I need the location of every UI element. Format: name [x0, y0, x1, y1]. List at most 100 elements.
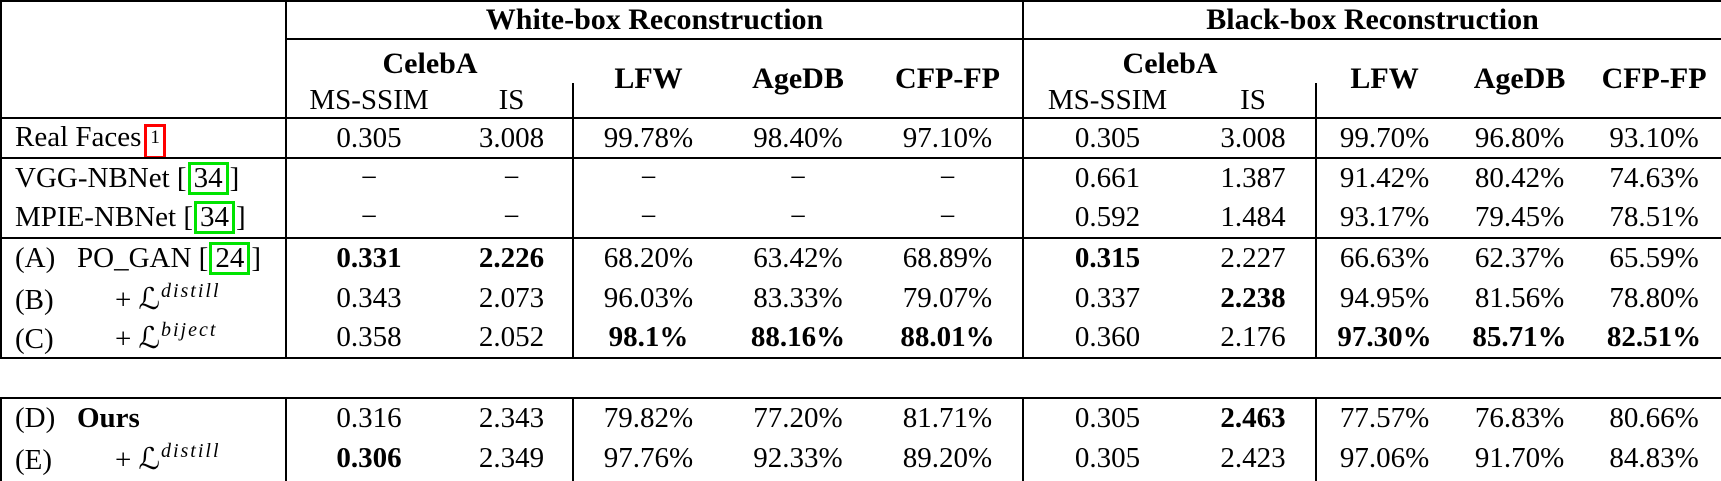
table-cell: 2.238 — [1191, 278, 1318, 318]
citation-link[interactable]: [24] — [199, 242, 261, 275]
col-header-cfp-fp-bb: CFP-FP — [1587, 39, 1721, 119]
table-cell: 0.306 — [336, 441, 402, 474]
citation-number: 34 — [187, 162, 229, 195]
table-cell: 1.484 — [1191, 198, 1318, 239]
row-label-text: Ours — [77, 402, 140, 434]
plus-operator: + — [115, 283, 132, 316]
plus-operator: + — [115, 443, 132, 476]
double-rule-gap — [1, 358, 1721, 398]
table-row-e-distill: (E) + ℒdistill 0.306 2.349 97.76% 92.33% 8… — [0, 438, 1721, 478]
section-header-white-box: White-box Reconstruction — [286, 0, 1025, 40]
table-cell: 79.82% — [573, 397, 723, 438]
footnote-link[interactable]: 1 — [144, 123, 166, 156]
table-cell: 0.315 — [1074, 242, 1141, 274]
table-cell: 0.661 — [1074, 162, 1141, 194]
table-cell: 0.331 — [336, 242, 402, 274]
col-header-is-wb: IS — [451, 83, 574, 119]
section-header-black-box: Black-box Reconstruction — [1023, 0, 1721, 40]
table-cell: 3.008 — [1191, 118, 1318, 159]
table-cell: 97.30% — [1316, 318, 1453, 359]
table-cell: 79.07% — [873, 278, 1025, 318]
citation-link[interactable]: [34] — [176, 162, 240, 195]
table-row-mpie-nbnet: MPIE-NBNet [34] − − − − − 0.592 1.484 93… — [0, 198, 1721, 239]
table-cell: 2.422 — [1191, 478, 1318, 481]
col-header-lfw-bb: LFW — [1316, 39, 1453, 119]
row-key: (C) — [15, 323, 54, 355]
table-row-real-faces: Real Faces 1 0.305 3.008 99.78% 98.40% 97… — [0, 118, 1721, 159]
table-cell: 92.67% — [873, 478, 1025, 481]
table-cell: 0.337 — [1074, 281, 1141, 314]
table-cell: 66.63% — [1339, 242, 1430, 274]
table-cell: 2.226 — [451, 238, 574, 278]
row-label-f-biject: (F)+ℒbiject — [0, 478, 287, 481]
citation-number: 24 — [209, 242, 251, 275]
table-cell: − — [873, 198, 1025, 239]
bracket-open: [ — [183, 201, 194, 233]
col-header-cfp-fp-wb: CFP-FP — [873, 39, 1025, 119]
table-cell: 0.305 — [1023, 118, 1192, 159]
row-label-text: Real Faces — [15, 120, 142, 153]
col-header-is-bb: IS — [1191, 83, 1318, 119]
table-cell: 80.66% — [1587, 397, 1721, 438]
table-cell: 0.305 — [286, 118, 451, 159]
table-cell: 99.70% — [1316, 118, 1453, 159]
table-row-ours: (D) Ours 0.316 2.343 79.82% 77.20% 81.71%… — [0, 397, 1721, 438]
row-key: (E) — [15, 443, 53, 476]
header-row-sections: White-box Reconstruction Black-box Recon… — [0, 0, 1721, 119]
table-cell: 0.303 — [1023, 478, 1192, 481]
table-row-vgg-nbnet: VGG-NBNet [34] − − − − − 0.661 1.387 91.… — [0, 158, 1721, 198]
table-row-c-biject: (C) + ℒbiject 0.358 2.052 98.1% 88.16% 88.… — [0, 318, 1721, 359]
table-cell: 0.305 — [1023, 397, 1192, 438]
table-cell: 76.83% — [1452, 397, 1588, 438]
citation-number: 34 — [194, 201, 236, 234]
table-cell: 98.40% — [723, 118, 873, 159]
citation-link[interactable]: [34] — [183, 201, 246, 234]
table-cell: 99.18% — [573, 478, 723, 481]
loss-symbol: ℒ — [138, 321, 160, 356]
table-cell: 77.57% — [1316, 397, 1453, 438]
table-cell: − — [451, 158, 574, 198]
bracket-close: ] — [229, 162, 240, 194]
bracket-close: ] — [251, 242, 261, 274]
table-cell: 98.1% — [573, 318, 723, 359]
header-row-metrics: MS-SSIM IS MS-SSIM IS — [1, 83, 1721, 119]
table-cell: 94.18% — [723, 478, 873, 481]
table-cell: 82.51% — [1587, 318, 1721, 359]
table-cell: 78.80% — [1587, 278, 1721, 318]
table-cell: 0.360 — [1023, 318, 1192, 359]
table-cell: 88.16% — [723, 318, 873, 359]
table-cell: − — [573, 198, 723, 239]
bracket-open: [ — [176, 162, 187, 194]
row-label-po-gan: (A) PO_GAN [24] — [0, 238, 287, 278]
row-label-text: VGG-NBNet — [15, 162, 170, 194]
row-label-mpie-nbnet: MPIE-NBNet [34] — [0, 198, 287, 239]
table-cell: 85.71% — [1452, 318, 1588, 359]
col-header-celeba-bb: CelebA — [1122, 47, 1218, 80]
table-cell: 79.45% — [1452, 198, 1588, 239]
table-cell: 93.17% — [1316, 198, 1453, 239]
col-header-lfw-wb: LFW — [573, 39, 723, 119]
row-label-e-distill: (E) + ℒdistill — [0, 438, 287, 478]
col-header-celeba-wb: CelebA — [382, 47, 478, 80]
table-cell: 2.176 — [1191, 318, 1318, 359]
table-cell: 96.03% — [603, 281, 694, 314]
table-cell: 83.33% — [753, 281, 843, 314]
row-key: (B) — [15, 283, 54, 316]
table-cell: 0.305 — [1074, 441, 1141, 474]
col-header-agedb-wb: AgeDB — [723, 39, 873, 119]
table-cell: − — [873, 158, 1025, 198]
row-label-c-biject: (C) + ℒbiject — [0, 318, 287, 359]
row-key: (D) — [15, 402, 56, 434]
table-cell: 2.073 — [451, 278, 574, 318]
table-cell: 2.423 — [1191, 438, 1318, 478]
table-cell: 99.78% — [573, 118, 723, 159]
table-row-po-gan: (A) PO_GAN [24] 0.331 2.226 68.20% 63.42%… — [0, 238, 1721, 278]
col-header-ms-ssim-bb: MS-SSIM — [1023, 83, 1192, 119]
table-cell: 0.310 — [286, 478, 451, 481]
rule-gap-cell — [1, 358, 1721, 398]
table-cell: 96.80% — [1452, 118, 1588, 159]
table-cell: 97.10% — [873, 118, 1025, 159]
table-cell: 68.20% — [603, 242, 694, 274]
table-cell: 93.10% — [1587, 118, 1721, 159]
